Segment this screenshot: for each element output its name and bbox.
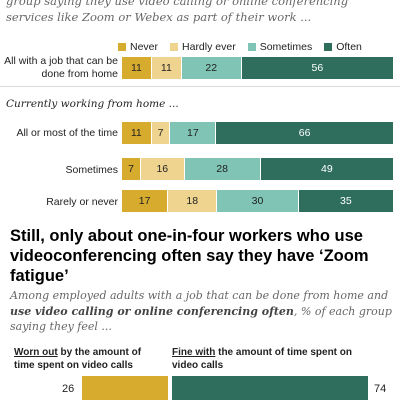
col-head-worn-out-rest: by the amount of time spent on video cal… — [14, 347, 142, 371]
legend-label-never: Never — [130, 41, 159, 53]
legend-swatch-sometimes — [247, 43, 256, 51]
row-label-all-or-most: All or most of the time — [16, 127, 118, 139]
bar-row-all-with-job: 11 11 22 56 — [122, 57, 394, 79]
value-fine-with: 74 — [374, 383, 387, 395]
subtitle-2-bold: use video calling or online conferencing… — [10, 304, 294, 318]
legend-swatch-often — [324, 43, 333, 51]
legend-item-never: Never — [118, 41, 158, 53]
chart-subtitle: group saying they use video calling or o… — [6, 0, 349, 24]
bar-segment-hardly: 16 — [141, 158, 185, 180]
subtitle-2-lead: Among employed adults with a job that ca… — [10, 289, 389, 302]
headline: Still, only about one-in-four workers wh… — [10, 227, 369, 285]
group-label: Currently working from home ... — [6, 98, 179, 110]
subtitle-2-tail: , % of each group saying they feel ... — [10, 304, 392, 334]
bar-segment-sometimes: 30 — [217, 190, 299, 212]
bar-segment-never: 11 — [122, 122, 152, 144]
bar-segment-sometimes: 17 — [170, 122, 217, 144]
col-head-fine-with: Fine with the amount of time spent on vi… — [172, 346, 372, 372]
bar-worn-out — [82, 376, 168, 400]
col-head-fine-with-key: Fine with — [172, 347, 216, 358]
bar-segment-often: 66 — [216, 122, 394, 144]
bar-row-all-or-most: 11 7 17 66 — [122, 122, 394, 144]
legend-item-sometimes: Sometimes — [247, 41, 313, 53]
legend-item-hardly: Hardly ever — [170, 41, 236, 53]
bar-segment-often: 56 — [241, 57, 394, 79]
bar-segment-often: 49 — [260, 158, 394, 180]
col-head-worn-out-key: Worn out — [14, 347, 58, 358]
legend-swatch-hardly — [170, 43, 179, 51]
bar-segment-never: 7 — [122, 158, 142, 180]
bar-segment-hardly: 7 — [151, 122, 171, 144]
row-label-rarely-never: Rarely or never — [46, 196, 118, 208]
bar-segment-never: 17 — [122, 190, 169, 212]
legend-item-often: Often — [324, 41, 362, 53]
bar-segment-sometimes: 28 — [184, 158, 261, 180]
bar-segment-hardly: 18 — [168, 190, 218, 212]
row-label-sometimes: Sometimes — [65, 164, 118, 176]
legend-label-hardly: Hardly ever — [182, 41, 236, 53]
bar-fine-with — [172, 376, 368, 400]
divider — [0, 86, 400, 87]
bar-row-rarely-never: 17 18 30 35 — [122, 190, 394, 212]
col-head-fine-with-rest: the amount of time spent on video calls — [172, 347, 353, 371]
bar-segment-never: 11 — [122, 57, 152, 79]
legend-label-sometimes: Sometimes — [259, 41, 313, 53]
bar-row-sometimes: 7 16 28 49 — [122, 158, 394, 180]
bar-segment-hardly: 11 — [151, 57, 182, 79]
value-worn-out: 26 — [62, 383, 75, 395]
col-head-worn-out: Worn out by the amount of time spent on … — [14, 346, 154, 372]
bar-segment-often: 35 — [298, 190, 394, 212]
row-label-all-with-job: All with a job that can be done from hom… — [4, 55, 118, 80]
legend-label-often: Often — [336, 41, 362, 53]
bar-segment-sometimes: 22 — [181, 57, 242, 79]
legend: Never Hardly ever Sometimes Often — [118, 40, 400, 54]
legend-swatch-never — [118, 43, 126, 51]
subtitle-2: Among employed adults with a job that ca… — [10, 288, 396, 335]
